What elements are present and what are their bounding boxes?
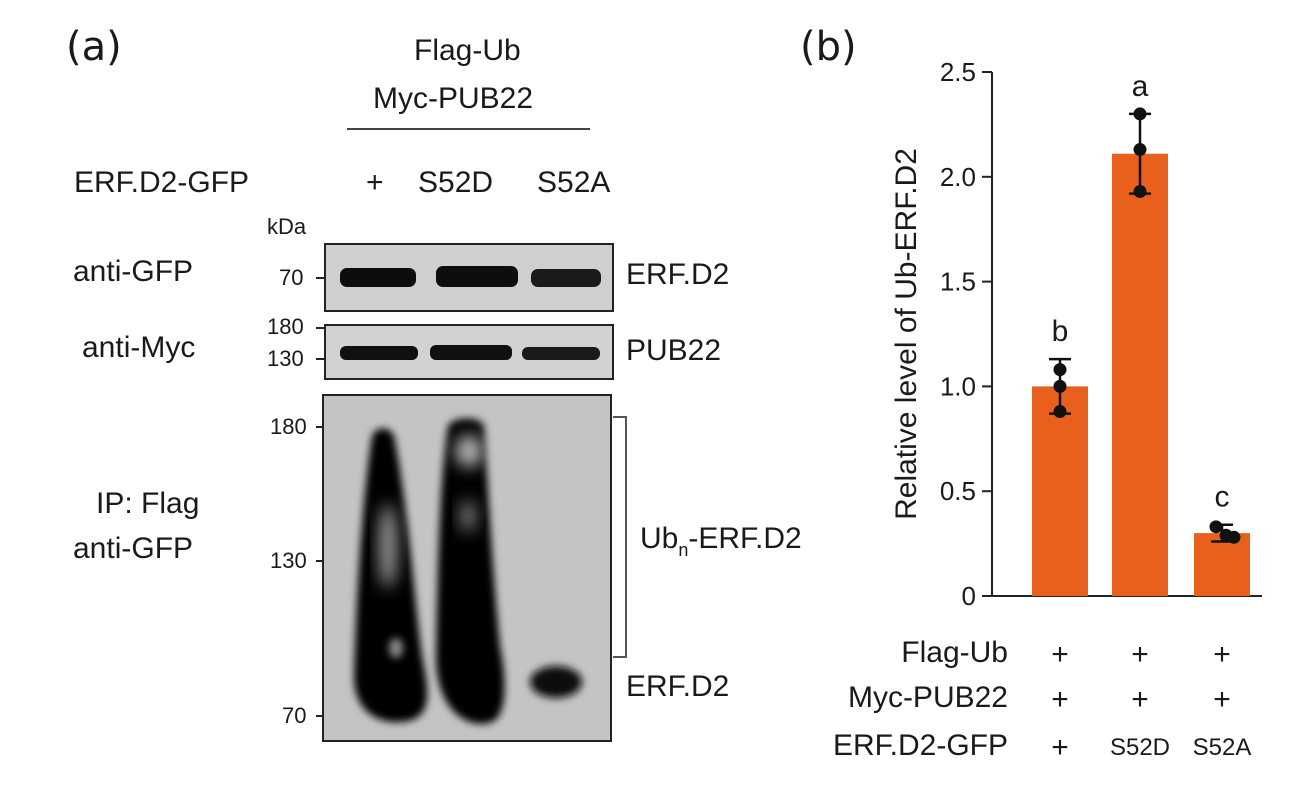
blot2-antibody: anti-Myc <box>82 331 196 364</box>
lane-label-1: + <box>366 166 384 199</box>
condition-value: + <box>1131 683 1149 716</box>
bar-2 <box>1112 153 1168 596</box>
blot1-antibody: anti-GFP <box>73 255 194 288</box>
condition-value: + <box>1213 638 1231 671</box>
blot3-antibody-line2: anti-GFP <box>73 532 194 565</box>
blot-anti-myc <box>324 324 614 380</box>
blot-anti-gfp <box>324 243 614 312</box>
header-myc-pub22: Myc-PUB22 <box>373 82 534 115</box>
blot1-marker-70: 70 <box>279 265 304 290</box>
data-point <box>1227 530 1241 544</box>
blot1-tick <box>316 277 325 279</box>
condition-value: + <box>1213 683 1231 716</box>
significance-letter-3: c <box>1215 481 1230 514</box>
blot3-tick-180 <box>316 426 325 428</box>
blot2-band-2 <box>430 345 512 360</box>
blot3-smear-lane2-mid <box>460 500 476 532</box>
significance-letter-2: a <box>1132 70 1149 103</box>
y-tick-label: 1.0 <box>940 371 976 401</box>
blot1-band-1 <box>340 268 416 287</box>
lane-label-3: S52A <box>537 166 611 199</box>
blot3-marker-130: 130 <box>270 548 307 573</box>
header-flag-ub: Flag-Ub <box>414 34 521 67</box>
blot3-smear-lane1-spot <box>389 638 403 658</box>
blot2-band-label: PUB22 <box>626 334 722 367</box>
bar-3 <box>1194 533 1250 596</box>
blot3-tick-130 <box>316 560 325 562</box>
data-point <box>1053 379 1067 393</box>
condition-label-3: ERF.D2-GFP <box>833 729 1008 762</box>
data-point <box>1133 107 1147 121</box>
blot1-band-3 <box>531 269 601 287</box>
blot3-ub-label: Ubn-ERF.D2 <box>640 522 802 561</box>
blot3-antibody-line1: IP: Flag <box>96 487 200 520</box>
blot2-tick-130 <box>316 358 325 360</box>
condition-value: + <box>1051 638 1069 671</box>
blot1-band-2 <box>436 266 518 287</box>
lane-label-2: S52D <box>418 166 494 199</box>
blot3-band-label: ERF.D2 <box>626 670 730 703</box>
row-label-erf-gfp: ERF.D2-GFP <box>74 166 250 199</box>
significance-letter-1: b <box>1052 315 1069 348</box>
blot-ip-flag <box>322 394 612 742</box>
condition-value: + <box>1131 638 1149 671</box>
condition-value: S52D <box>1110 734 1170 761</box>
y-axis-label: Relative level of Ub-ERF.D2 <box>890 148 923 520</box>
blot3-smear-lane1-light <box>379 504 397 588</box>
data-point <box>1133 143 1147 157</box>
blot3-band-lane3 <box>530 666 582 698</box>
blot2-tick-180 <box>316 327 325 329</box>
condition-value: + <box>1051 683 1069 716</box>
ub-main: Ub <box>640 522 679 555</box>
y-tick-label: 2.5 <box>940 57 976 87</box>
data-point <box>1053 363 1067 377</box>
kda-label: kDa <box>267 214 307 239</box>
header-underline <box>347 128 590 130</box>
data-point <box>1133 184 1147 198</box>
condition-label-1: Flag-Ub <box>901 636 1008 669</box>
blot3-smear-lane2 <box>436 418 505 724</box>
panel-b-letter: (b) <box>800 24 857 70</box>
ub-bracket <box>613 416 627 658</box>
blot1-band-label: ERF.D2 <box>626 258 730 291</box>
blot3-tick-70 <box>316 715 325 717</box>
data-point <box>1053 405 1067 419</box>
ub-sub: n <box>678 540 689 560</box>
y-tick-label: 2.0 <box>940 162 976 192</box>
blot3-marker-70: 70 <box>282 703 307 728</box>
blot2-band-3 <box>522 347 600 360</box>
condition-value: S52A <box>1193 734 1252 761</box>
y-tick-label: 0 <box>962 581 976 611</box>
panel-a-letter: (a) <box>66 24 122 70</box>
bar-1 <box>1032 386 1088 596</box>
blot2-marker-130: 130 <box>267 346 304 371</box>
condition-value: + <box>1051 731 1069 764</box>
y-tick-label: 1.5 <box>940 267 976 297</box>
ub-rest: -ERF.D2 <box>688 522 802 555</box>
blot3-smear-lane2-top <box>455 435 483 467</box>
y-tick-label: 0.5 <box>940 476 976 506</box>
blot2-marker-180: 180 <box>267 314 304 339</box>
condition-label-2: Myc-PUB22 <box>848 681 1008 714</box>
blot3-marker-180: 180 <box>270 414 307 439</box>
data-point <box>1209 520 1223 534</box>
blot2-band-1 <box>340 346 418 360</box>
